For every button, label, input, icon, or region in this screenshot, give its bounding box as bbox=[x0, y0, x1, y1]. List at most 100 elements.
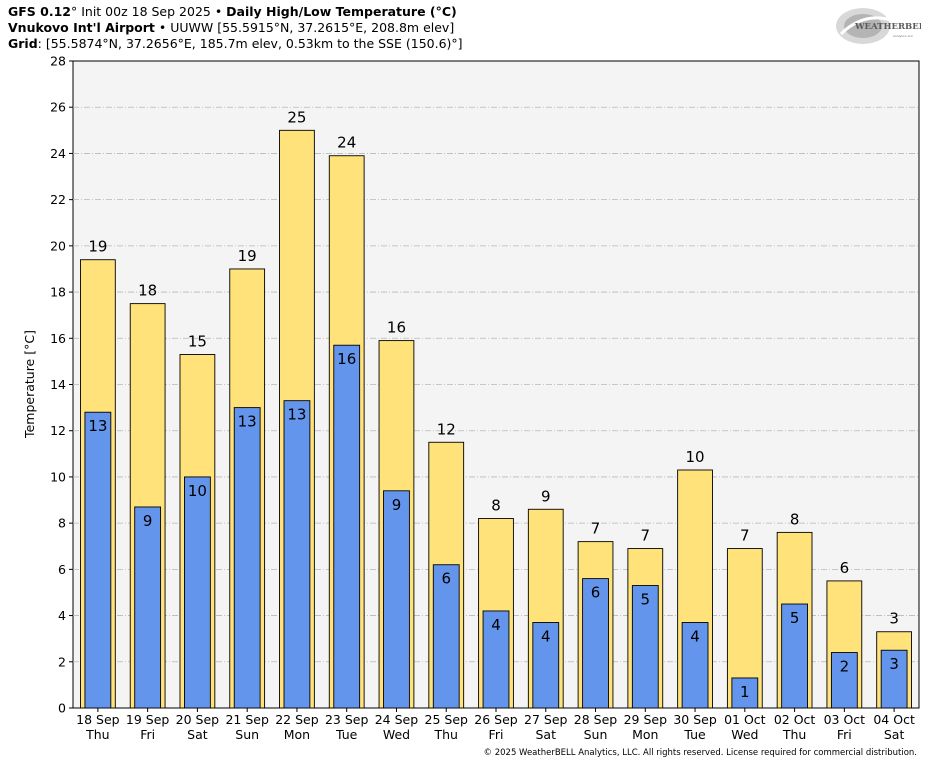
low-value-label: 9 bbox=[392, 496, 402, 514]
low-bar bbox=[681, 622, 709, 709]
low-bar bbox=[830, 652, 858, 709]
low-bar bbox=[532, 622, 560, 709]
x-tick-day: Sat bbox=[187, 727, 208, 742]
high-value-label: 12 bbox=[437, 420, 456, 438]
x-tick-date: 18 Sep bbox=[76, 712, 120, 727]
grid-label: Grid bbox=[8, 36, 38, 51]
x-tick-date: 25 Sep bbox=[425, 712, 469, 727]
high-value-label: 9 bbox=[541, 487, 551, 505]
x-tick-day: Thu bbox=[433, 727, 457, 742]
x-tick-date: 20 Sep bbox=[176, 712, 220, 727]
y-tick-label: 22 bbox=[50, 192, 66, 207]
high-value-label: 7 bbox=[740, 527, 750, 545]
high-value-label: 19 bbox=[88, 238, 107, 256]
x-tick-date: 02 Oct bbox=[774, 712, 816, 727]
high-value-label: 16 bbox=[387, 319, 406, 337]
low-bar bbox=[283, 400, 311, 709]
x-tick-date: 23 Sep bbox=[325, 712, 369, 727]
low-value-label: 5 bbox=[790, 609, 800, 627]
low-bar bbox=[233, 407, 261, 709]
y-tick-label: 6 bbox=[58, 562, 66, 577]
y-tick-label: 18 bbox=[50, 285, 66, 300]
low-value-label: 6 bbox=[441, 570, 451, 588]
grid-info: : [55.5874°N, 37.2656°E, 185.7m elev, 0.… bbox=[37, 36, 463, 51]
low-bar bbox=[432, 564, 460, 709]
y-axis-label: Temperature [°C] bbox=[22, 330, 37, 439]
low-value-label: 6 bbox=[591, 584, 601, 602]
low-value-label: 13 bbox=[238, 413, 257, 431]
x-tick-day: Fri bbox=[837, 727, 852, 742]
y-tick-label: 8 bbox=[58, 516, 66, 531]
low-value-label: 4 bbox=[690, 628, 700, 646]
low-bar bbox=[781, 603, 808, 709]
low-value-label: 5 bbox=[641, 591, 651, 609]
low-bar bbox=[482, 610, 510, 709]
y-tick-label: 10 bbox=[50, 469, 66, 484]
station-name: Vnukovo Int'l Airport bbox=[8, 20, 155, 35]
low-value-label: 13 bbox=[88, 417, 107, 435]
low-bar bbox=[184, 476, 211, 709]
high-value-label: 10 bbox=[686, 448, 705, 466]
x-tick-date: 27 Sep bbox=[524, 712, 568, 727]
low-value-label: 4 bbox=[541, 628, 551, 646]
low-bar bbox=[134, 506, 162, 709]
high-value-label: 18 bbox=[138, 282, 157, 300]
low-bar bbox=[84, 411, 112, 709]
header-line-1: GFS 0.12° Init 00z 18 Sep 2025 • Daily H… bbox=[8, 4, 457, 19]
x-tick-day: Mon bbox=[632, 727, 658, 742]
logo-subtext: Analytics LLC bbox=[893, 34, 913, 38]
x-tick-day: Fri bbox=[489, 727, 504, 742]
x-tick-day: Thu bbox=[85, 727, 109, 742]
low-value-label: 1 bbox=[740, 683, 750, 701]
x-tick-day: Mon bbox=[284, 727, 310, 742]
x-tick-date: 29 Sep bbox=[624, 712, 668, 727]
y-tick-label: 26 bbox=[50, 100, 66, 115]
high-value-label: 19 bbox=[238, 247, 257, 265]
x-tick-day: Wed bbox=[383, 727, 410, 742]
high-value-label: 7 bbox=[591, 520, 601, 538]
y-tick-label: 12 bbox=[50, 423, 66, 438]
x-tick-date: 21 Sep bbox=[225, 712, 269, 727]
y-tick-label: 28 bbox=[50, 54, 66, 69]
x-tick-date: 19 Sep bbox=[126, 712, 170, 727]
header-line-3: Grid: [55.5874°N, 37.2656°E, 185.7m elev… bbox=[8, 36, 463, 51]
x-tick-day: Tue bbox=[683, 727, 706, 742]
low-value-label: 9 bbox=[143, 512, 153, 530]
y-tick-label: 0 bbox=[58, 701, 66, 716]
x-tick-day: Sun bbox=[235, 727, 259, 742]
x-tick-date: 01 Oct bbox=[724, 712, 766, 727]
x-tick-date: 04 Oct bbox=[873, 712, 915, 727]
high-value-label: 24 bbox=[337, 134, 356, 152]
low-bar bbox=[383, 490, 410, 709]
x-tick-day: Sat bbox=[884, 727, 905, 742]
low-value-label: 13 bbox=[287, 406, 306, 424]
y-tick-label: 4 bbox=[58, 608, 66, 623]
high-value-label: 7 bbox=[641, 527, 651, 545]
low-value-label: 2 bbox=[840, 658, 850, 676]
init-time: Init 00z 18 Sep 2025 • bbox=[77, 4, 227, 19]
y-tick-label: 2 bbox=[58, 654, 66, 669]
y-tick-label: 24 bbox=[50, 146, 66, 161]
logo-text: WEATHERBELL bbox=[854, 22, 921, 32]
y-tick-label: 16 bbox=[50, 331, 66, 346]
x-tick-day: Wed bbox=[731, 727, 758, 742]
y-tick-label: 14 bbox=[50, 377, 66, 392]
high-value-label: 3 bbox=[889, 610, 899, 628]
station-info: • UUWW [55.5915°N, 37.2615°E, 208.8m ele… bbox=[154, 20, 455, 35]
x-tick-day: Tue bbox=[335, 727, 358, 742]
product-title: Daily High/Low Temperature (°C) bbox=[226, 4, 457, 19]
high-value-label: 8 bbox=[790, 510, 800, 528]
high-value-label: 6 bbox=[840, 559, 850, 577]
low-bar bbox=[333, 344, 361, 709]
high-value-label: 15 bbox=[188, 332, 207, 350]
high-value-label: 25 bbox=[287, 108, 306, 126]
x-tick-date: 30 Sep bbox=[673, 712, 717, 727]
copyright-notice: © 2025 WeatherBELL Analytics, LLC. All r… bbox=[483, 748, 917, 758]
x-tick-day: Sun bbox=[584, 727, 608, 742]
x-tick-day: Fri bbox=[140, 727, 155, 742]
low-value-label: 3 bbox=[889, 655, 899, 673]
x-tick-date: 26 Sep bbox=[474, 712, 518, 727]
